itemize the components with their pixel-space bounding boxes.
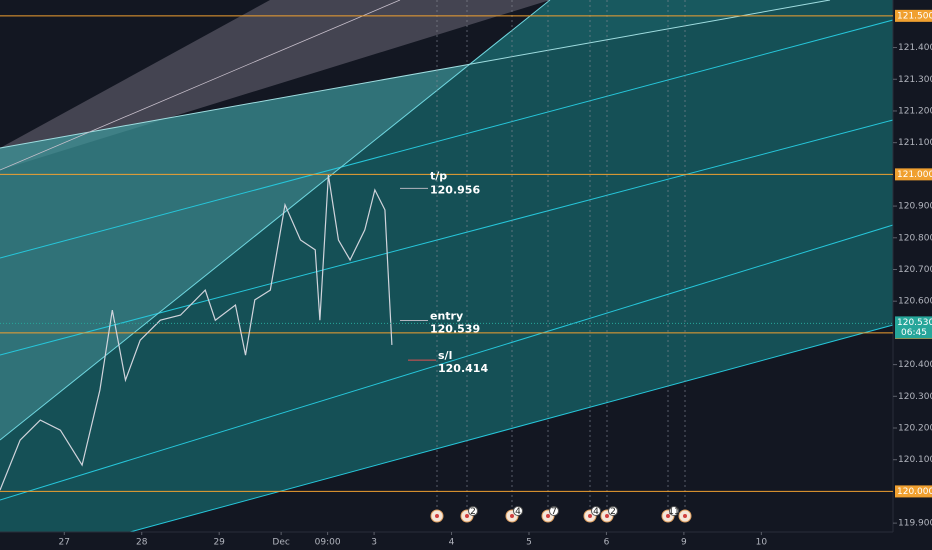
x-tick-label: 28 xyxy=(136,538,148,548)
annotation-value: 120.539 xyxy=(430,323,480,336)
event-dot xyxy=(465,514,469,518)
y-tick-label: 120.300 xyxy=(898,392,932,402)
price-axis xyxy=(893,0,932,550)
event-badge xyxy=(591,506,601,516)
level-label: 121.000 xyxy=(897,170,932,180)
x-tick-label: 5 xyxy=(526,538,532,548)
current-price-label: 120.530 xyxy=(897,318,932,328)
y-tick-label: 120.200 xyxy=(898,424,932,434)
event-count: 2 xyxy=(470,507,476,517)
event-count: 4 xyxy=(593,507,599,517)
lower-channel xyxy=(0,0,893,532)
annotation-text: entry xyxy=(430,310,463,323)
y-tick-label: 120.100 xyxy=(898,455,932,465)
event-badge xyxy=(513,506,523,516)
channel-line xyxy=(0,0,551,441)
channels xyxy=(0,0,894,533)
y-tick-label: 121.400 xyxy=(898,43,932,53)
event-dot xyxy=(666,514,670,518)
y-tick-label: 121.300 xyxy=(898,75,932,85)
event-badge xyxy=(468,506,478,516)
event-dot xyxy=(605,514,609,518)
level-box xyxy=(895,168,932,181)
channel-line xyxy=(0,119,894,356)
annotation-text: t/p xyxy=(430,169,447,182)
x-tick-label: 09:00 xyxy=(315,538,341,548)
channel-line xyxy=(0,224,894,501)
event-dot xyxy=(435,514,439,518)
price-line xyxy=(0,174,393,491)
event-badge xyxy=(608,506,618,516)
x-tick-label: 3 xyxy=(371,538,377,548)
y-tick-label: 119.900 xyxy=(898,519,932,529)
annotation-value: 120.956 xyxy=(430,183,480,196)
x-tick-label: Dec xyxy=(272,538,289,548)
event-dot xyxy=(546,514,550,518)
time-axis xyxy=(0,532,893,550)
x-tick-label: 9 xyxy=(681,538,687,548)
event-count: 7 xyxy=(551,507,557,517)
channel-line xyxy=(0,0,401,171)
upper-channel xyxy=(0,0,830,440)
y-tick-label: 120.700 xyxy=(898,265,932,275)
channel-line xyxy=(0,19,894,259)
y-tick-label: 120.900 xyxy=(898,202,932,212)
event-count: 2 xyxy=(610,507,616,517)
countdown: 06:45 xyxy=(901,328,927,338)
event-badge xyxy=(669,506,679,516)
x-tick-label: 29 xyxy=(213,538,225,548)
annotation-value: 120.414 xyxy=(438,362,488,375)
annotation-text: s/l xyxy=(438,349,452,362)
y-tick-label: 120.800 xyxy=(898,233,932,243)
event-dot xyxy=(683,514,687,518)
x-tick-label: 4 xyxy=(449,538,455,548)
y-tick-label: 121.200 xyxy=(898,106,932,116)
event-badge xyxy=(549,506,559,516)
x-tick-label: 27 xyxy=(59,538,70,548)
current-price-box xyxy=(895,316,932,339)
y-tick-label: 120.600 xyxy=(898,297,932,307)
event-count: 11 xyxy=(668,507,679,517)
x-tick-label: 6 xyxy=(604,538,610,548)
event-dot xyxy=(588,514,592,518)
level-label: 121.500 xyxy=(897,11,932,21)
level-box xyxy=(895,9,932,22)
channel-line xyxy=(129,324,894,533)
event-lines xyxy=(436,0,686,510)
y-tick-label: 121.100 xyxy=(898,138,932,148)
event-dot xyxy=(510,514,514,518)
level-label: 120.000 xyxy=(897,487,932,497)
y-tick-label: 120.400 xyxy=(898,360,932,370)
event-count: 4 xyxy=(515,507,521,517)
channel-line xyxy=(0,0,831,149)
x-tick-label: 10 xyxy=(756,538,768,548)
level-box xyxy=(895,485,932,498)
